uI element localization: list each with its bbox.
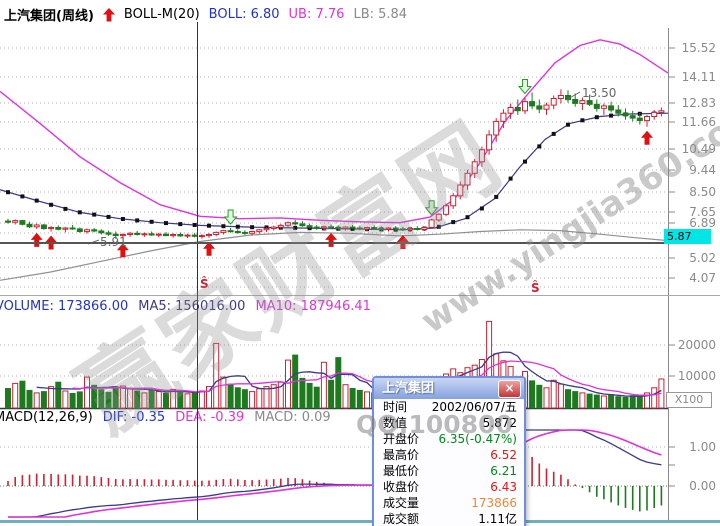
axis-tick-label: 1.00 — [689, 440, 716, 454]
axis-tick-label: 4.07 — [689, 271, 716, 285]
ub-value: UB: 7.76 — [288, 7, 345, 22]
axis-tick-label: 8.50 — [689, 185, 716, 199]
popup-row-label: 数值 — [383, 416, 408, 430]
popup-row: 成交额 1.11亿 — [374, 511, 524, 526]
macd-indicator-name: MACD(12,26,9) — [0, 410, 93, 425]
axis-tick-label: 14.11 — [681, 70, 716, 84]
popup-row: 数值 5.872 — [374, 415, 524, 431]
low-price-annotation: 5.91 — [100, 235, 127, 249]
axis-tick-label: 10000 — [677, 369, 716, 383]
dif-value: DIF: -0.35 — [102, 410, 166, 425]
popup-row-value: 6.52 — [490, 448, 517, 462]
axis-tick-label: 7.65 — [689, 205, 716, 219]
popup-row: 最低价 6.21 — [374, 463, 524, 479]
macd-pane[interactable] — [0, 428, 720, 520]
popup-row-value: 173866 — [471, 496, 517, 510]
macd-header: MACD(12,26,9) DIF: -0.35 DEA: -0.39 MACD… — [0, 410, 331, 425]
volume-unit-tag: X100 — [666, 392, 712, 408]
axis-tick-label: 11.66 — [681, 115, 716, 129]
popup-title-text: 上汽集团 — [382, 381, 435, 396]
axis-tick-label: 5.02 — [689, 251, 716, 265]
up-arrow-icon — [102, 7, 115, 21]
popup-row: 收盘价 6.43 — [374, 479, 524, 495]
crosshair-vertical-line — [197, 22, 198, 520]
popup-row-label: 最高价 — [383, 448, 420, 462]
close-button[interactable]: × — [498, 380, 521, 398]
right-axis-line — [668, 28, 669, 521]
axis-tick-label: 12.83 — [681, 96, 716, 110]
macd-chart — [0, 429, 675, 518]
axis-tick-label: 20000 — [677, 338, 716, 352]
popup-row-value: 6.35(-0.47%) — [438, 432, 517, 446]
volume-chart — [0, 320, 675, 410]
popup-row-label: 收盘价 — [383, 480, 420, 494]
popup-row-label: 最低价 — [383, 464, 420, 478]
popup-row-label: 开盘价 — [383, 432, 420, 446]
popup-row-label: 时间 — [383, 400, 408, 414]
macd-value: MACD: 0.09 — [254, 410, 331, 425]
crosshair-price-tag: 5.87 — [664, 229, 711, 244]
volume-header: VOLUME: 173866.00 MA5: 156016.00 MA10: 1… — [0, 299, 371, 314]
main-price-pane[interactable] — [0, 28, 720, 296]
stock-title: 上汽集团(周线) — [4, 9, 94, 24]
boll-value: BOLL: 6.80 — [208, 7, 280, 22]
popup-row-value: 5.872 — [482, 416, 517, 430]
chart-header: 上汽集团(周线) BOLL-M(20) BOLL: 6.80 UB: 7.76 … — [4, 5, 407, 24]
indicator-name: BOLL-M(20) — [123, 7, 200, 22]
popup-row-label: 成交量 — [383, 496, 420, 510]
bottom-border — [0, 520, 720, 523]
volume-ma5-value: MA5: 156016.00 — [138, 299, 246, 314]
sell-signal-mark: Ŝ — [531, 281, 540, 295]
popup-row-label: 成交额 — [383, 512, 420, 526]
popup-row-value: 6.21 — [490, 464, 517, 478]
axis-tick-label: 6.89 — [689, 216, 716, 230]
sell-signal-mark: Ŝ — [200, 277, 209, 291]
volume-pane[interactable] — [0, 318, 720, 410]
lb-value: LB: 5.84 — [353, 7, 408, 22]
popup-row: 时间 2002/06/07/五 — [374, 399, 524, 415]
popup-row: 成交量 173866 — [374, 495, 524, 511]
popup-row-value: 2002/06/07/五 — [431, 400, 517, 414]
popup-row: 最高价 6.52 — [374, 447, 524, 463]
dea-value: DEA: -0.39 — [175, 410, 245, 425]
popup-title-bar[interactable]: 上汽集团 × — [374, 378, 524, 399]
volume-value: VOLUME: 173866.00 — [0, 299, 129, 314]
axis-tick-label: 15.52 — [681, 41, 716, 55]
popup-row-value: 6.43 — [490, 480, 517, 494]
axis-tick-label: 0.00 — [689, 479, 716, 493]
volume-ma10-value: MA10: 187946.41 — [255, 299, 371, 314]
pane-separator — [0, 295, 720, 296]
high-price-annotation: 13.50 — [582, 86, 617, 100]
axis-tick-label: 10.49 — [681, 142, 716, 156]
popup-body: 时间 2002/06/07/五 数值 5.872 开盘价 6.35(-0.47%) 最… — [374, 399, 524, 526]
price-chart — [0, 39, 675, 288]
popup-row-value: 1.11亿 — [478, 512, 517, 526]
crosshair-horizontal-line — [0, 242, 668, 244]
popup-row: 开盘价 6.35(-0.47%) — [374, 431, 524, 447]
axis-tick-label: 9.44 — [689, 163, 716, 177]
stock-info-popup: 上汽集团 × 时间 2002/06/07/五 数值 5.872 开盘价 6.35(-0… — [372, 376, 526, 526]
